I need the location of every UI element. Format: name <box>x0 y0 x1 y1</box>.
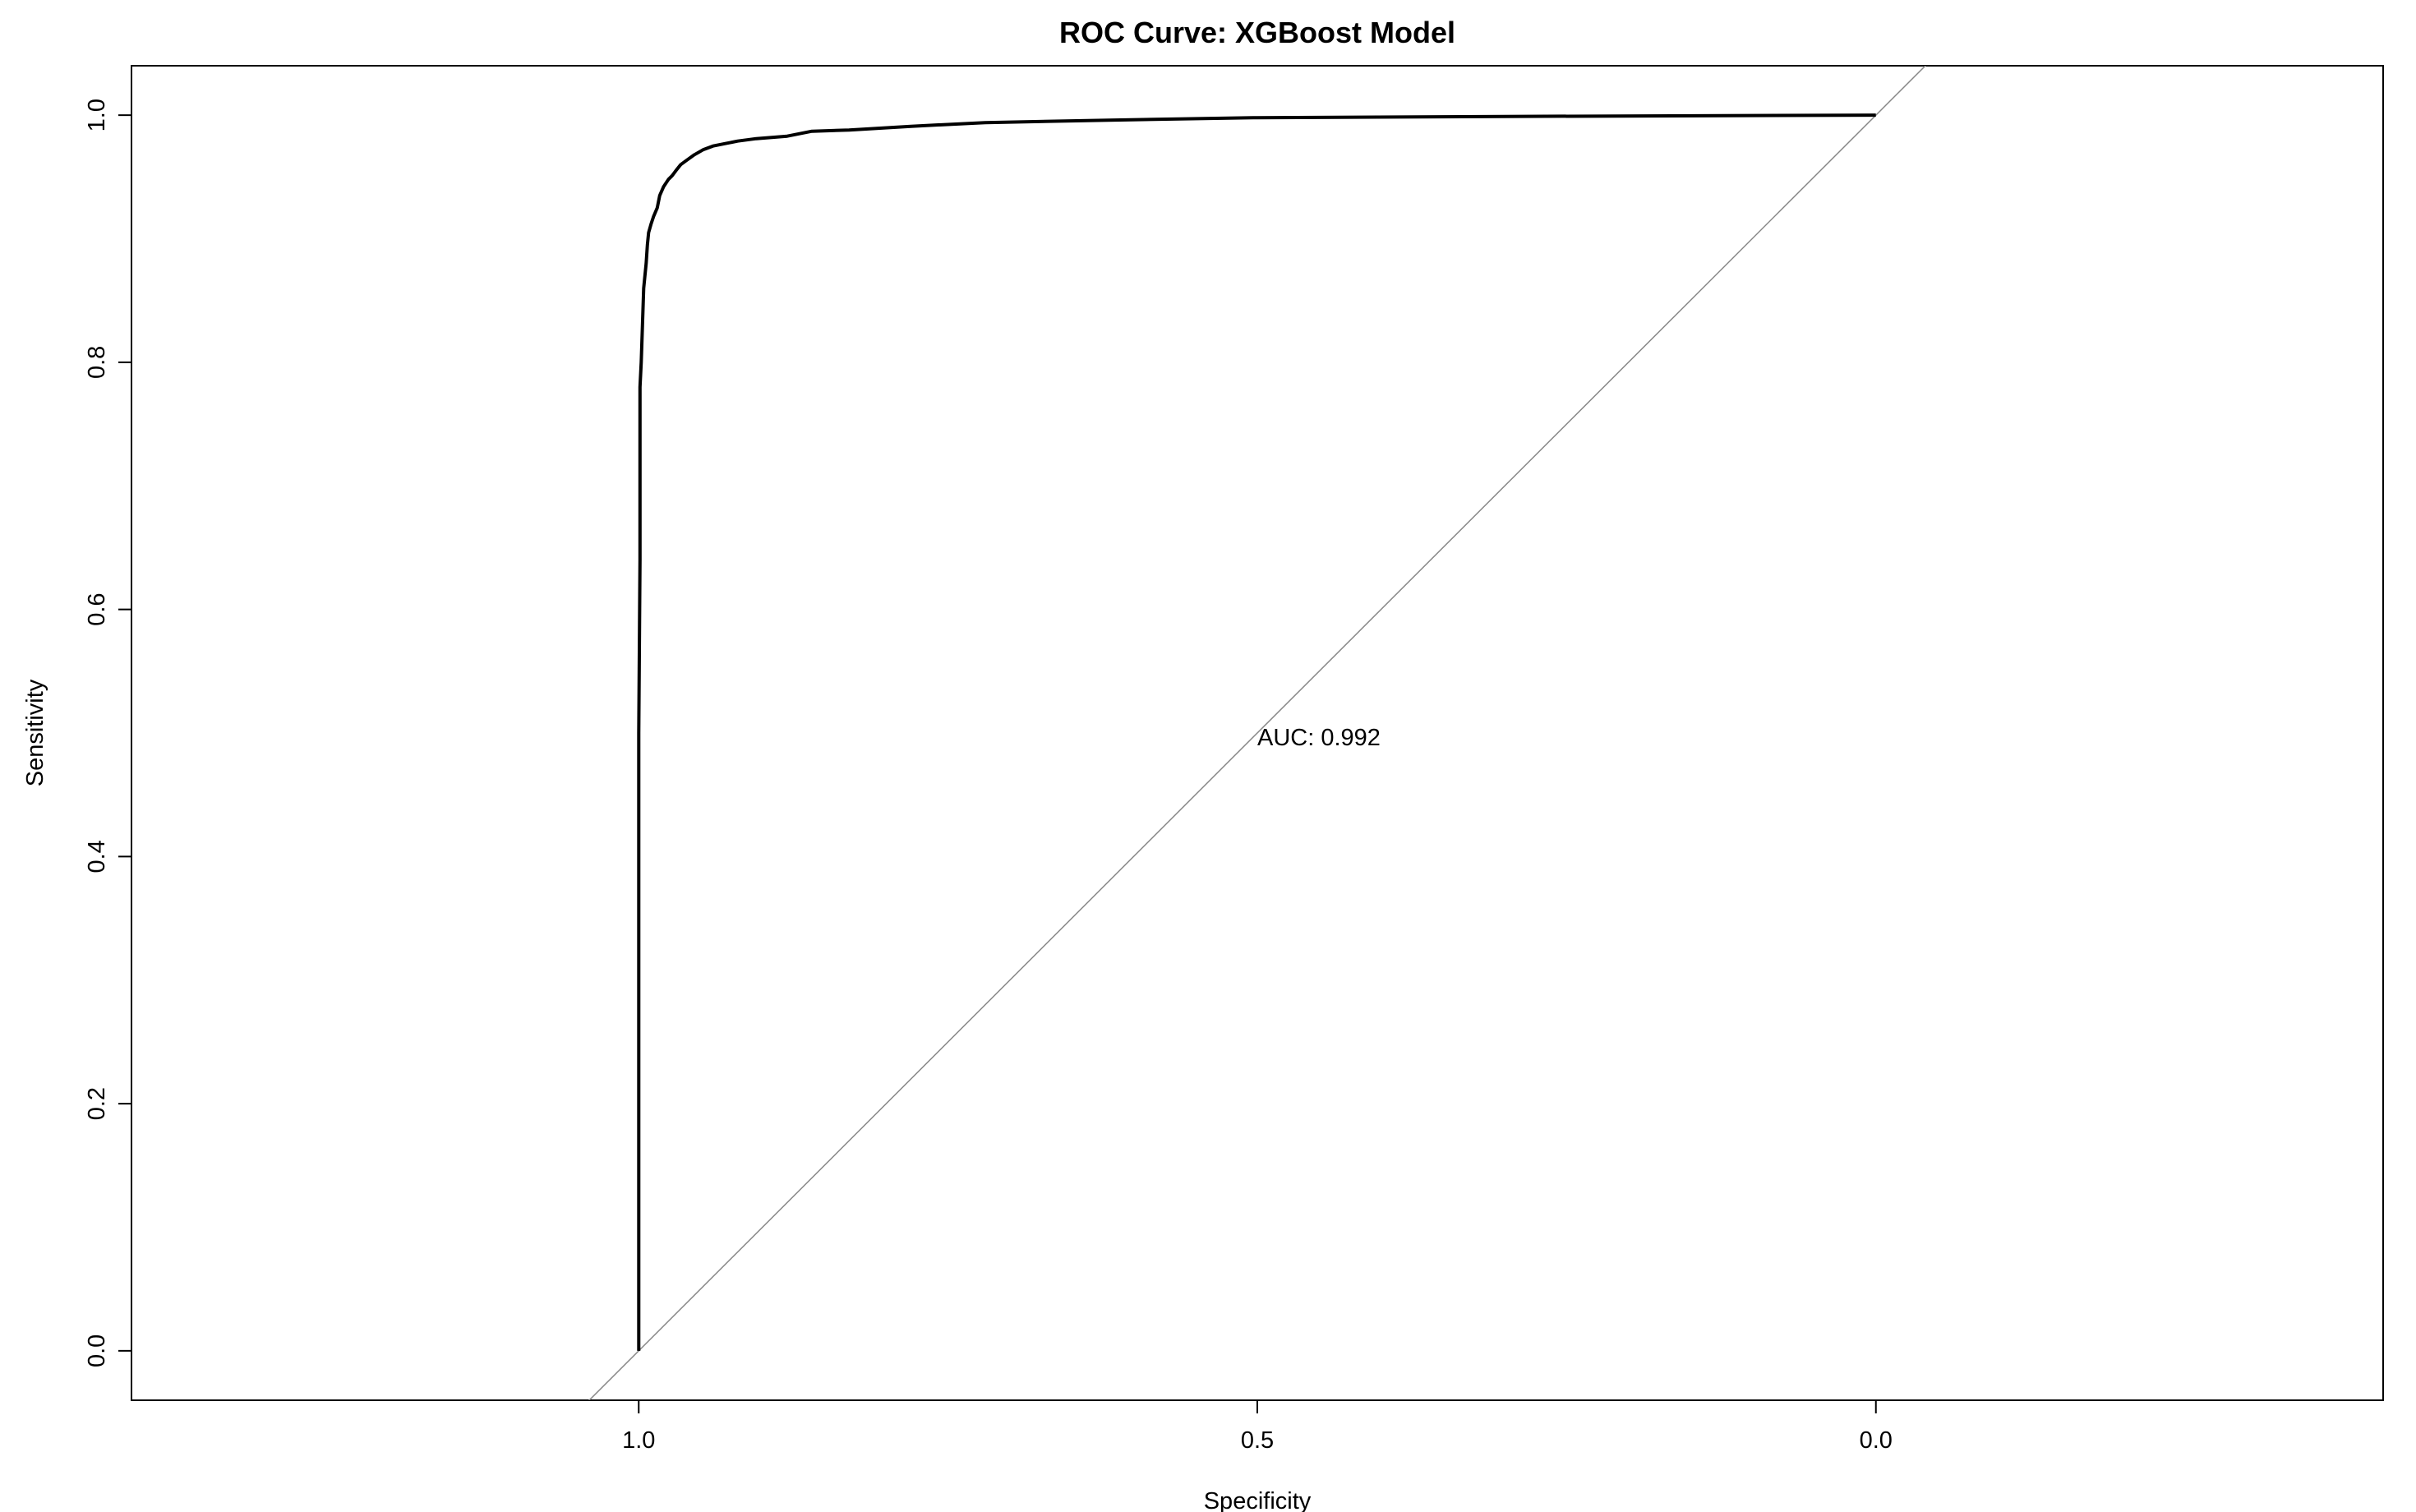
y-tick-label: 0.8 <box>84 346 110 379</box>
y-axis-label: Sensitivity <box>22 679 48 786</box>
roc-curve-line <box>637 113 1876 1351</box>
x-tick-label: 0.0 <box>1860 1427 1893 1454</box>
y-axis: 0.0 0.2 0.4 0.6 0.8 1.0 <box>84 99 132 1367</box>
y-tick-label: 1.0 <box>84 99 110 131</box>
chance-diagonal-line <box>588 66 1927 1400</box>
y-tick-label: 0.0 <box>84 1335 110 1367</box>
y-tick-label: 0.4 <box>84 840 110 873</box>
y-tick-label: 0.6 <box>84 592 110 625</box>
x-tick-label: 0.5 <box>1241 1427 1274 1454</box>
x-axis-label: Specificity <box>1204 1488 1312 1512</box>
x-tick-label: 1.0 <box>622 1427 655 1454</box>
auc-annotation: AUC: 0.992 <box>1257 725 1381 751</box>
y-tick-label: 0.2 <box>84 1087 110 1120</box>
chart-title: ROC Curve: XGBoost Model <box>1059 16 1455 49</box>
x-axis: 1.0 0.5 0.0 <box>622 1399 1893 1454</box>
